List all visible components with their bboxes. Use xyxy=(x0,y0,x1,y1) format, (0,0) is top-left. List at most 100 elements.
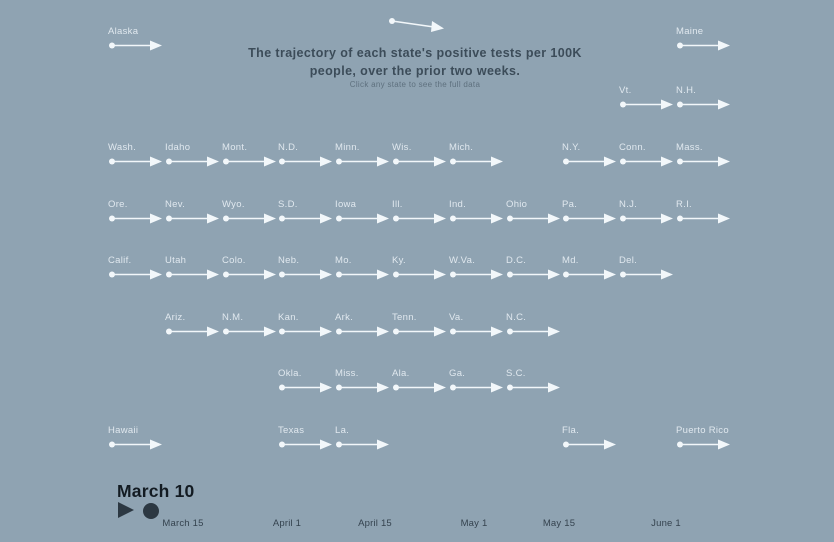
state-cell[interactable]: W.Va. xyxy=(449,255,505,281)
state-cell[interactable]: Pa. xyxy=(562,199,618,225)
state-cell[interactable]: Colo. xyxy=(222,255,278,281)
state-cell[interactable]: Mo. xyxy=(335,255,391,281)
state-cell[interactable]: Ill. xyxy=(392,199,448,225)
state-cell[interactable]: Ore. xyxy=(108,199,164,225)
trajectory-arrow-icon xyxy=(166,326,219,337)
state-label: S.D. xyxy=(278,199,298,210)
example-trajectory-arrow-icon xyxy=(389,18,444,32)
state-cell[interactable]: Tenn. xyxy=(392,312,448,338)
state-label: Fla. xyxy=(562,425,580,436)
trajectory-arrow-icon xyxy=(279,156,332,167)
state-label: R.I. xyxy=(676,199,692,210)
state-cell[interactable]: Ind. xyxy=(449,199,505,225)
state-label: Maine xyxy=(676,26,704,37)
state-cell[interactable]: Wyo. xyxy=(222,199,278,225)
state-cell[interactable]: Idaho xyxy=(165,142,221,168)
state-cell[interactable]: Ark. xyxy=(335,312,391,338)
timeline-axis[interactable]: March 15 April 1 April 15 May 1 May 15 June 1 xyxy=(0,516,834,534)
trajectory-arrow-icon xyxy=(109,213,162,224)
trajectory-arrow-icon xyxy=(109,439,162,450)
state-cell[interactable]: Miss. xyxy=(335,368,391,394)
state-label: Utah xyxy=(165,255,187,266)
state-label: Calif. xyxy=(108,255,132,266)
state-label: N.C. xyxy=(506,312,527,323)
state-cell[interactable]: N.H. xyxy=(676,85,732,111)
state-cell[interactable]: Wash. xyxy=(108,142,164,168)
state-cell[interactable]: Mich. xyxy=(449,142,505,168)
state-label: Neb. xyxy=(278,255,300,266)
state-cell[interactable]: Neb. xyxy=(278,255,334,281)
state-label: Ky. xyxy=(392,255,406,266)
state-cell[interactable]: La. xyxy=(335,425,391,451)
timeline-slider-handle[interactable] xyxy=(143,503,159,519)
chart-subtitle[interactable]: Click any state to see the full data xyxy=(349,80,481,89)
trajectory-arrow-icon xyxy=(620,156,673,167)
state-cell[interactable]: Ariz. xyxy=(165,312,221,338)
state-cell[interactable]: R.I. xyxy=(676,199,732,225)
state-cell[interactable]: Mont. xyxy=(222,142,278,168)
trajectory-arrow-icon xyxy=(450,213,503,224)
trajectory-arrow-icon xyxy=(620,99,673,110)
state-cell[interactable]: Wis. xyxy=(392,142,448,168)
state-cell[interactable]: Fla. xyxy=(562,425,618,451)
trajectory-arrow-icon xyxy=(336,156,389,167)
state-cell[interactable]: Ohio xyxy=(506,199,562,225)
state-cell[interactable]: N.C. xyxy=(506,312,562,338)
state-cell[interactable]: Puerto Rico xyxy=(676,425,732,451)
trajectory-arrow-icon xyxy=(677,156,730,167)
state-cell[interactable]: Va. xyxy=(449,312,505,338)
state-cell[interactable]: S.C. xyxy=(506,368,562,394)
state-label: Tenn. xyxy=(392,312,417,323)
state-cell[interactable]: N.J. xyxy=(619,199,675,225)
state-cell[interactable]: Conn. xyxy=(619,142,675,168)
state-cell[interactable]: N.Y. xyxy=(562,142,618,168)
state-label: Mo. xyxy=(335,255,352,266)
state-cell[interactable]: Kan. xyxy=(278,312,334,338)
state-label: Miss. xyxy=(335,368,359,379)
state-label: Md. xyxy=(562,255,579,266)
state-label: D.C. xyxy=(506,255,527,266)
state-label: Okla. xyxy=(278,368,302,379)
state-label: Ga. xyxy=(449,368,466,379)
state-cell[interactable]: Vt. xyxy=(619,85,675,111)
state-cell[interactable]: Minn. xyxy=(335,142,391,168)
state-label: La. xyxy=(335,425,350,436)
state-label: Va. xyxy=(449,312,464,323)
state-cell[interactable]: S.D. xyxy=(278,199,334,225)
trajectory-arrow-icon xyxy=(620,269,673,280)
state-label: Ala. xyxy=(392,368,410,379)
state-cell[interactable]: Iowa xyxy=(335,199,391,225)
trajectory-arrow-icon xyxy=(223,326,276,337)
state-cell[interactable]: Ky. xyxy=(392,255,448,281)
state-cell[interactable]: D.C. xyxy=(506,255,562,281)
trajectory-arrow-icon xyxy=(620,213,673,224)
state-cell[interactable]: Hawaii xyxy=(108,425,164,451)
trajectory-arrow-icon xyxy=(393,269,446,280)
state-cell[interactable]: Utah xyxy=(165,255,221,281)
state-cell[interactable]: Alaska xyxy=(108,26,164,52)
trajectory-arrow-icon xyxy=(109,156,162,167)
state-cell[interactable]: Mass. xyxy=(676,142,732,168)
timeline-tick-label: April 1 xyxy=(272,518,302,529)
state-cell[interactable]: Texas xyxy=(278,425,334,451)
state-cell[interactable]: Ala. xyxy=(392,368,448,394)
state-label: Wyo. xyxy=(222,199,245,210)
state-cell[interactable]: N.M. xyxy=(222,312,278,338)
state-cell[interactable]: Nev. xyxy=(165,199,221,225)
state-cell[interactable]: Md. xyxy=(562,255,618,281)
state-cell[interactable]: Del. xyxy=(619,255,675,281)
state-cell[interactable]: N.D. xyxy=(278,142,334,168)
state-cell[interactable]: Calif. xyxy=(108,255,164,281)
state-cell[interactable]: Ga. xyxy=(449,368,505,394)
trajectory-arrow-icon xyxy=(563,156,616,167)
state-label: Alaska xyxy=(108,26,139,37)
trajectory-arrow-icon xyxy=(677,439,730,450)
state-cell[interactable]: Okla. xyxy=(278,368,334,394)
state-cell[interactable]: Maine xyxy=(676,26,732,52)
trajectory-arrow-icon xyxy=(450,326,503,337)
state-label: N.H. xyxy=(676,85,697,96)
state-label: Wash. xyxy=(108,142,137,153)
play-button[interactable] xyxy=(118,502,134,518)
state-label: Ariz. xyxy=(165,312,186,323)
state-label: N.M. xyxy=(222,312,244,323)
